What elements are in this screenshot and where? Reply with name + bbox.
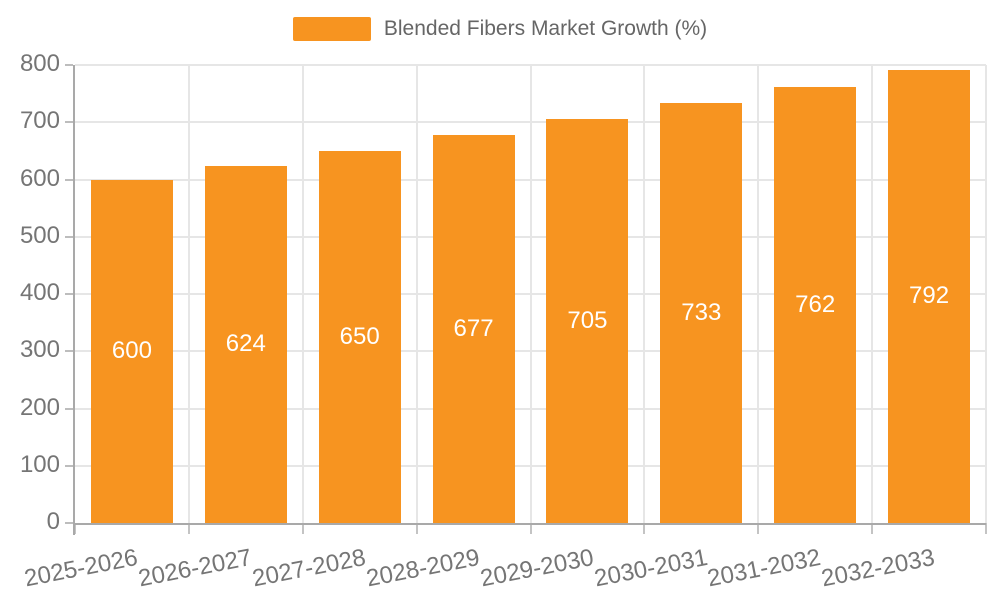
y-axis-tick <box>65 235 73 238</box>
y-tick-label: 500 <box>19 221 60 249</box>
y-axis-tick <box>65 407 73 410</box>
bar-value-label: 705 <box>567 307 608 335</box>
gridline-x-6 <box>757 65 760 523</box>
y-tick-label: 300 <box>19 336 60 364</box>
y-axis-tick <box>65 293 73 295</box>
y-tick-label: 600 <box>19 164 60 192</box>
x-tick-label: 2030-2031 <box>591 544 710 593</box>
bar-value-label: 762 <box>795 290 836 318</box>
bar-value-label: 624 <box>225 330 266 358</box>
y-axis-line <box>73 65 75 535</box>
y-axis-tick <box>65 121 73 124</box>
legend-swatch <box>292 17 371 41</box>
plot-area: 0 100 200 300 400 500 600 700 800 600 2025-2026 624… <box>20 50 987 592</box>
x-axis-tick <box>187 523 190 534</box>
legend[interactable]: Blended Fibers Market Growth (%) <box>0 17 1000 41</box>
y-axis-tick <box>65 64 73 66</box>
gridline-x-4 <box>529 65 532 523</box>
y-axis-tick <box>65 350 73 353</box>
x-tick-label: 2025-2026 <box>22 544 141 593</box>
gridline-x-2 <box>301 65 304 523</box>
y-tick-label: 700 <box>19 107 60 135</box>
x-axis-tick <box>871 523 874 534</box>
bar-value-label: 650 <box>339 322 380 350</box>
bar-2031-2032[interactable]: 762 <box>774 86 857 523</box>
y-tick-label: 800 <box>19 49 60 77</box>
bar-2028-2029[interactable]: 677 <box>432 135 515 523</box>
bar-value-label: 600 <box>111 337 152 365</box>
x-tick-label: 2029-2030 <box>477 544 596 593</box>
y-axis-tick <box>65 178 73 181</box>
bar-value-label: 677 <box>453 315 494 343</box>
y-tick-label: 200 <box>19 393 60 421</box>
y-axis-tick <box>65 522 73 524</box>
x-tick-label: 2027-2028 <box>250 544 368 593</box>
x-tick-label: 2026-2027 <box>136 544 254 593</box>
gridline-x-8 <box>985 65 987 523</box>
bar-value-label: 733 <box>681 299 722 327</box>
y-axis-tick <box>65 464 73 467</box>
gridline-x-3 <box>415 65 418 523</box>
bar-value-label: 792 <box>909 282 950 310</box>
bar-2032-2033[interactable]: 792 <box>888 69 971 523</box>
x-tick-label: 2031-2032 <box>705 544 824 593</box>
bar-2025-2026[interactable]: 600 <box>90 179 173 523</box>
x-axis-tick <box>301 523 304 534</box>
x-axis-tick <box>74 523 76 534</box>
y-tick-label: 0 <box>46 507 60 535</box>
gridline-x-7 <box>871 65 874 523</box>
gridline-x-1 <box>187 65 190 523</box>
x-axis-tick <box>985 523 987 534</box>
x-axis-tick <box>529 523 532 534</box>
gridline-x-5 <box>643 65 646 523</box>
bar-2029-2030[interactable]: 705 <box>546 119 629 523</box>
x-axis-tick <box>757 523 760 534</box>
bar-2026-2027[interactable]: 624 <box>204 165 287 523</box>
y-tick-label: 400 <box>19 278 60 306</box>
x-tick-label: 2032-2033 <box>819 544 938 593</box>
legend-label: Blended Fibers Market Growth (%) <box>383 17 708 40</box>
x-axis-tick <box>415 523 418 534</box>
y-tick-label: 100 <box>19 450 60 478</box>
bar-2030-2031[interactable]: 733 <box>660 103 743 523</box>
x-axis-tick <box>643 523 646 534</box>
x-tick-label: 2028-2029 <box>363 544 482 593</box>
x-axis-line <box>75 523 986 525</box>
bar-2027-2028[interactable]: 650 <box>318 150 401 523</box>
